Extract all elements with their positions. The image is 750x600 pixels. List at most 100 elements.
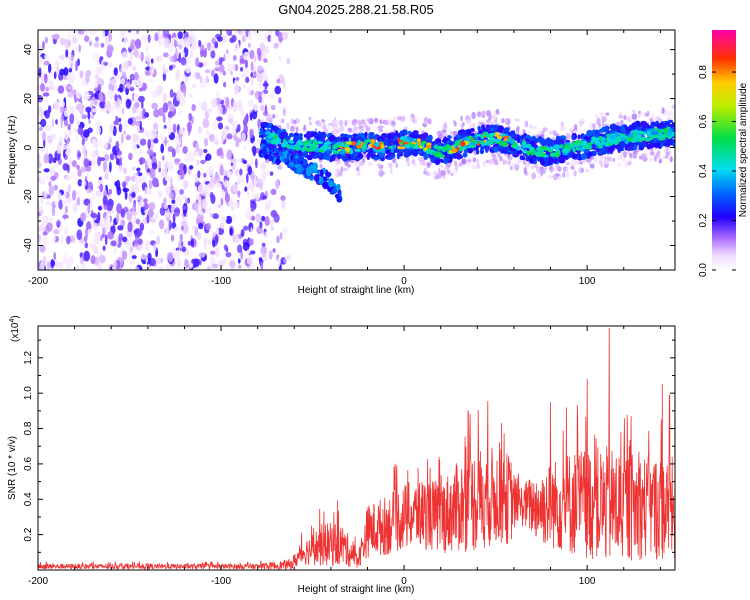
spectrogram-core-blob — [445, 144, 450, 149]
spectrogram-noise-blob — [191, 224, 196, 230]
spectrogram-noise-blob — [210, 50, 216, 59]
spectrogram-noise-blob — [80, 263, 87, 270]
spectrogram-noise-blob — [93, 42, 100, 48]
spectrogram-band-blob — [263, 122, 269, 128]
spectrogram-noise-blob — [179, 233, 183, 242]
spectrogram-noise-blob — [153, 108, 160, 118]
spectrogram-noise-blob — [286, 57, 291, 65]
spectrogram-halo-blob — [274, 112, 279, 119]
spectrogram-noise-blob — [101, 217, 107, 228]
spectrogram-core-blob — [487, 140, 494, 145]
spectrogram-noise-blob — [158, 190, 162, 199]
spectrogram-branch-blob — [305, 168, 312, 177]
spectrogram-halo-blob — [303, 126, 306, 131]
spectrogram-noise-blob — [172, 92, 177, 98]
spectrogram-noise-blob — [90, 255, 96, 265]
spectrogram-noise-blob — [175, 69, 181, 80]
spectrogram-noise-blob — [250, 227, 253, 236]
spectrogram-noise-blob — [58, 136, 64, 143]
spectrogram-halo-blob — [666, 116, 671, 120]
spectrogram-halo-blob — [548, 130, 553, 135]
spectrogram-noise-blob — [247, 182, 254, 190]
spectrogram-noise-blob — [38, 106, 43, 117]
spectrogram-halo-blob — [529, 123, 533, 129]
spectrogram-noise-blob — [214, 60, 220, 66]
spectrogram-halo-blob — [537, 130, 542, 136]
spectrogram-halo-blob — [444, 166, 449, 174]
spectrogram-halo-blob — [562, 171, 566, 178]
spectrogram-noise-blob — [211, 120, 218, 131]
spectrogram-halo-blob — [319, 164, 323, 169]
spectrogram-noise-blob — [171, 148, 176, 158]
spectrogram-noise-blob — [169, 88, 174, 99]
spectrogram-noise-blob — [246, 256, 253, 265]
spectrogram-noise-blob — [160, 143, 164, 154]
spectrogram-noise-blob — [112, 248, 118, 255]
spectrogram-noise-blob — [249, 112, 253, 121]
spectrogram-halo-blob — [354, 160, 360, 168]
spectrogram-noise-blob — [202, 117, 210, 129]
spectrogram-band-blob — [584, 148, 590, 153]
spectrogram-halo-blob — [454, 160, 457, 167]
spectrogram-noise-blob — [88, 119, 91, 124]
spectrogram-halo-blob — [626, 116, 631, 121]
spectrogram-noise-blob — [248, 238, 254, 246]
spectrogram-halo-blob — [578, 120, 584, 125]
spectrogram-noise-blob — [144, 209, 149, 215]
spectrogram-halo-blob — [552, 173, 559, 181]
spectrogram-noise-blob — [211, 37, 216, 45]
spectrogram-band-blob — [592, 129, 596, 137]
spectrogram-noise-blob — [253, 55, 257, 63]
spectrogram-noise-blob — [167, 252, 174, 263]
spectrogram-noise-blob — [197, 183, 205, 195]
spectrogram-halo-blob — [409, 116, 414, 121]
spectrogram-halo-blob — [596, 117, 601, 125]
spectrogram-halo-blob — [449, 131, 453, 135]
spectrogram-halo-blob — [397, 116, 403, 121]
spectrogram-noise-blob — [171, 221, 177, 229]
spectrogram-noise-blob — [161, 168, 168, 178]
spectrogram-band-blob — [600, 128, 605, 132]
spectrogram-noise-blob — [239, 58, 246, 64]
spectrogram-noise-blob — [108, 133, 112, 143]
spectrogram-noise-blob — [194, 258, 200, 268]
spectrogram-halo-blob — [374, 117, 379, 123]
spectrogram-core-blob — [370, 138, 376, 145]
spectrogram-noise-blob — [66, 263, 71, 270]
spectrogram-noise-blob — [47, 76, 50, 85]
spectrogram-halo-blob — [499, 155, 503, 162]
spectrogram-noise-blob — [99, 157, 106, 162]
spectrogram-noise-blob — [121, 71, 127, 81]
spectrogram-noise-blob — [135, 38, 142, 49]
spectrogram-noise-blob — [50, 70, 55, 77]
spectrogram-noise-blob — [72, 203, 78, 214]
spectrogram-noise-blob — [206, 265, 211, 270]
spectrogram-band-blob — [389, 155, 394, 159]
spectrogram-halo-blob — [343, 167, 347, 172]
spectrogram-noise-blob — [249, 128, 254, 138]
spectrogram-noise-blob — [196, 193, 199, 201]
spectrogram-noise-blob — [93, 235, 100, 245]
spectrogram-core-blob — [312, 140, 319, 146]
spectrogram-halo-blob — [626, 150, 631, 155]
spectrogram-noise-blob — [260, 245, 268, 256]
spectrogram-noise-blob — [104, 153, 110, 162]
spectrogram-core-blob — [380, 144, 385, 150]
spectrogram-noise-blob — [225, 215, 233, 225]
spectrogram-noise-blob — [158, 219, 165, 230]
spectrogram-noise-blob — [163, 124, 167, 129]
spectrogram-branch-blob — [273, 152, 280, 156]
spectrogram-halo-blob — [481, 114, 486, 118]
spectrogram-noise-blob — [280, 195, 286, 201]
spectrogram-noise-blob — [135, 115, 142, 121]
spectrogram-noise-field — [38, 30, 292, 270]
spectrogram-y-tick-label: -40 — [23, 238, 34, 253]
spectrogram-noise-blob — [185, 65, 192, 74]
spectrogram-noise-blob — [149, 140, 155, 150]
spectrogram-noise-blob — [137, 200, 145, 208]
spectrogram-noise-blob — [200, 48, 204, 58]
spectrogram-halo-blob — [426, 163, 431, 169]
spectrogram-noise-blob — [211, 263, 219, 269]
spectrogram-noise-blob — [156, 235, 161, 245]
spectrogram-noise-blob — [195, 143, 200, 152]
